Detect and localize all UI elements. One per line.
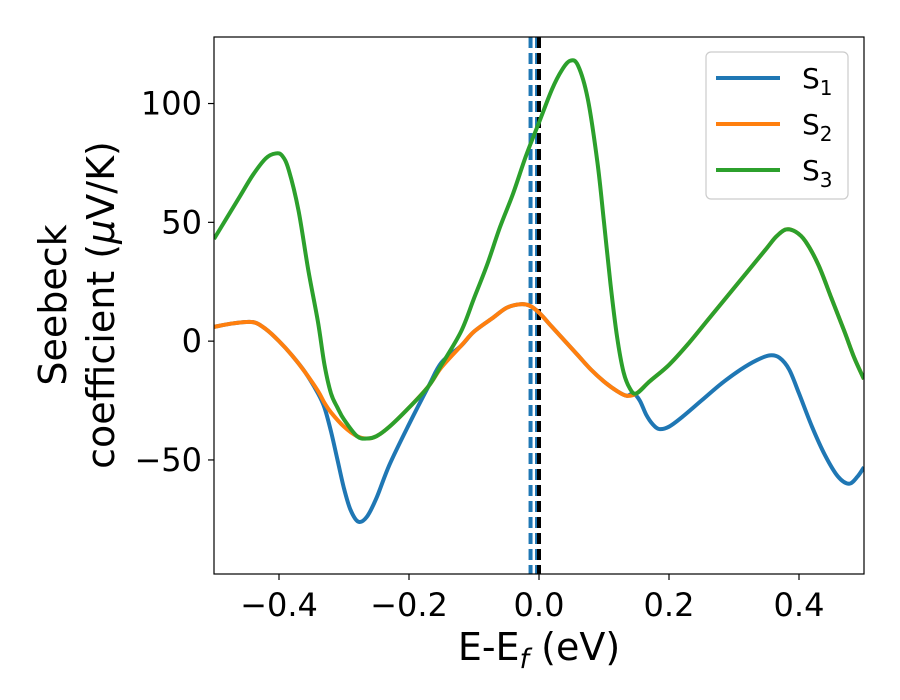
- y-axis-ticks: −50 0 50 100: [134, 85, 214, 479]
- y-axis-label: Seebeck coefficient (μV/K): [31, 141, 123, 469]
- y-axis-label-line2-b: V/K): [79, 141, 123, 220]
- x-axis-label-main: E-E: [458, 625, 520, 669]
- legend-label-s2: S2: [802, 108, 833, 146]
- legend-label-s1: S1: [802, 62, 833, 100]
- legend: S1 S2 S3: [705, 51, 849, 200]
- x-axis-label: E-Ef (eV): [458, 625, 620, 675]
- y-tick-label: 0: [182, 322, 202, 360]
- y-axis-label-line1: Seebeck: [31, 224, 75, 385]
- x-tick-label: 0.0: [514, 586, 565, 624]
- legend-label-s3: S3: [802, 154, 833, 192]
- y-axis-label-line2: coefficient (μV/K): [79, 141, 123, 469]
- y-axis-label-line2-a: coefficient (: [79, 244, 123, 469]
- y-axis-label-mu: μ: [79, 220, 123, 245]
- x-tick-label: 0.4: [774, 586, 825, 624]
- y-tick-label: 50: [161, 203, 202, 241]
- series-line-s3: [214, 58, 864, 441]
- y-tick-label: −50: [134, 441, 202, 479]
- x-axis-label-unit: (eV): [529, 625, 620, 669]
- y-tick-label: 100: [141, 85, 202, 123]
- x-tick-label: 0.2: [644, 586, 695, 624]
- x-tick-label: −0.4: [240, 586, 318, 624]
- x-tick-label: −0.2: [370, 586, 448, 624]
- x-axis-ticks: −0.4 −0.2 0.0 0.2 0.4: [240, 574, 824, 624]
- series-lines: [214, 58, 864, 525]
